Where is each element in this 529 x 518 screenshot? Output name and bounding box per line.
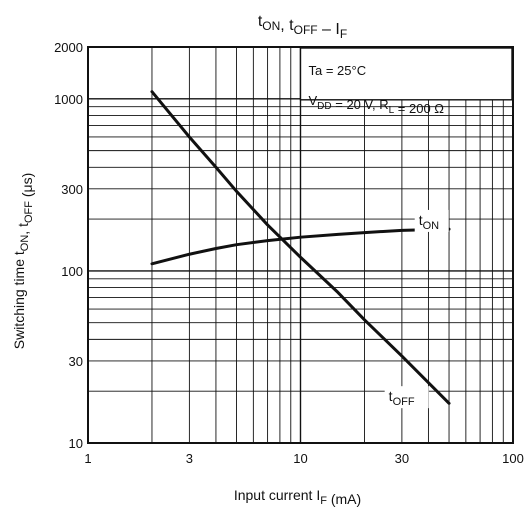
tick-labels: 1 3 10 30 100 10 30 100 300 1000 2000 (54, 40, 524, 466)
x-tick-label: 10 (293, 451, 307, 466)
x-axis-label: Input current IF (mA) (234, 487, 361, 507)
chart-title: tON, tOFF – IF (258, 13, 347, 41)
x-tick-label: 3 (186, 451, 193, 466)
annotation-line-1: Ta = 25°C (309, 63, 367, 78)
x-tick-label: 30 (395, 451, 409, 466)
grid (88, 47, 513, 443)
y-tick-label: 300 (61, 182, 83, 197)
y-axis-label: Switching time tON, tOFF (μs) (11, 173, 35, 350)
y-tick-label: 100 (61, 264, 83, 279)
y-tick-label: 1000 (54, 92, 83, 107)
x-tick-label: 100 (502, 451, 524, 466)
x-tick-label: 1 (84, 451, 91, 466)
y-tick-label: 2000 (54, 40, 83, 55)
y-tick-label: 10 (69, 436, 83, 451)
y-tick-label: 30 (69, 354, 83, 369)
